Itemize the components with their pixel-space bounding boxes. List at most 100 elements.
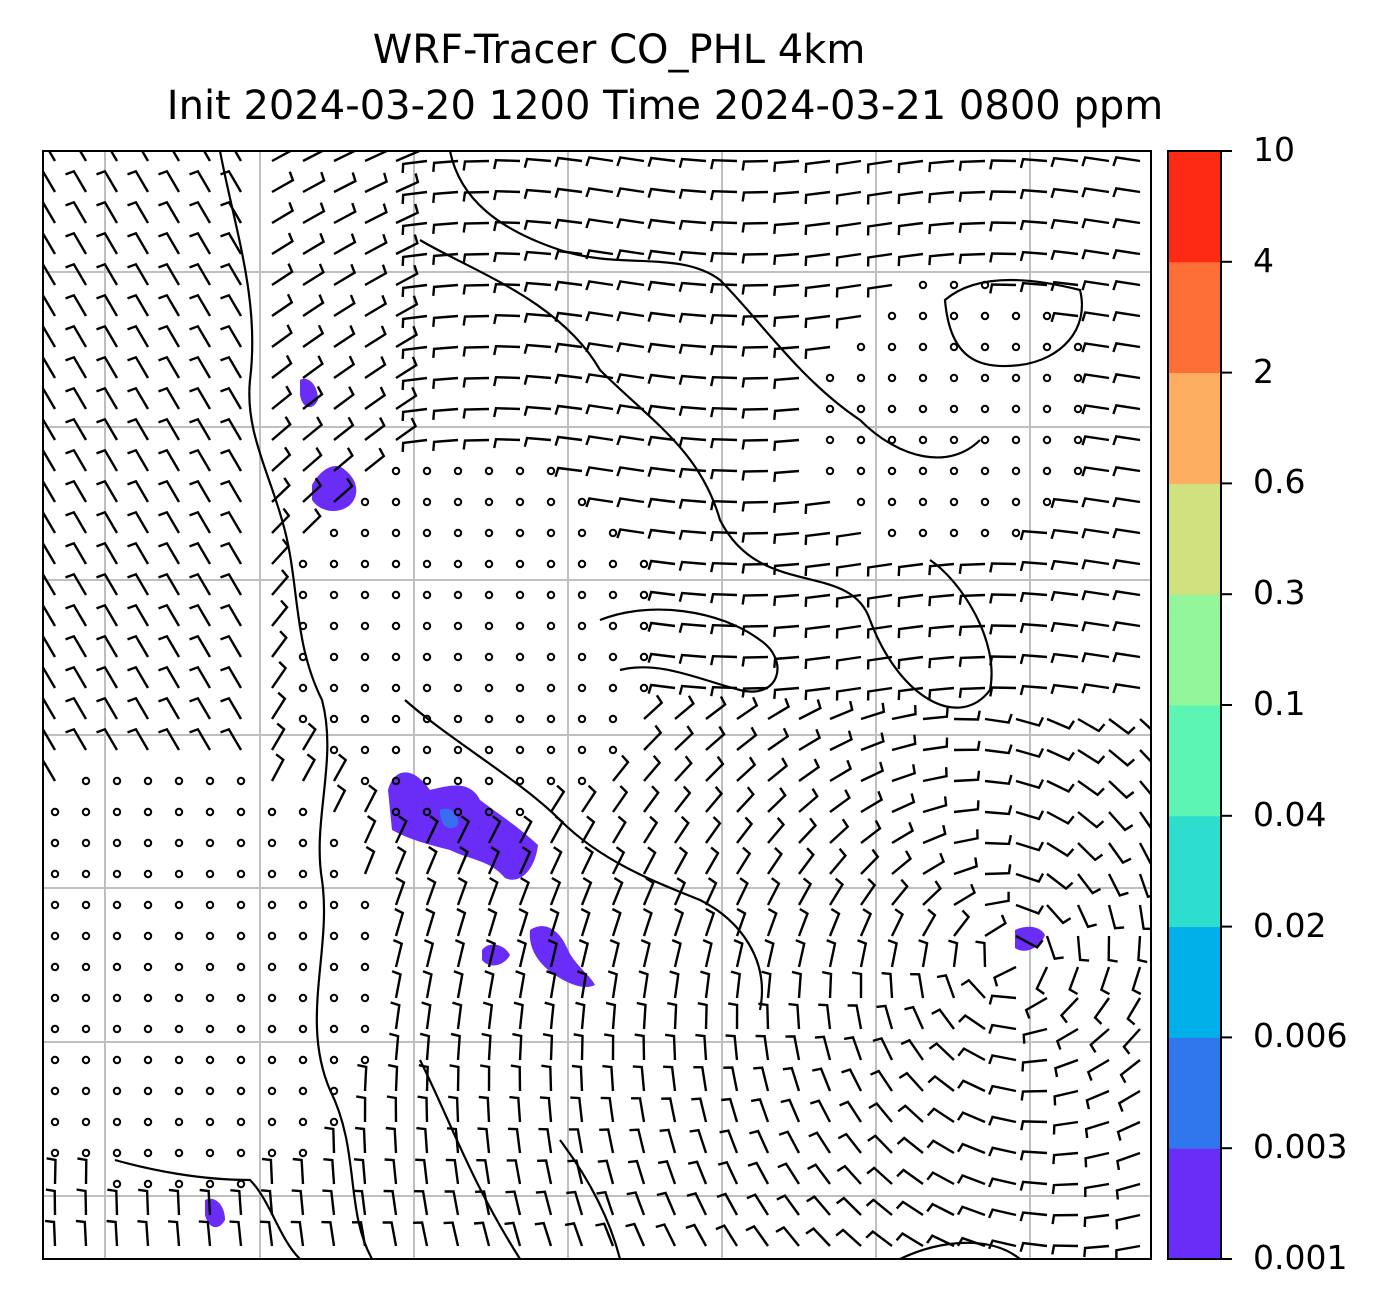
wind-barb [96, 479, 119, 503]
wind-barb [804, 562, 831, 576]
wind-barb [804, 252, 831, 266]
wind-barb [96, 448, 119, 472]
calm-wind-marker [515, 776, 525, 786]
wind-barb [710, 313, 738, 325]
calm-wind-marker [608, 745, 618, 755]
calm-wind-marker [267, 1055, 277, 1065]
wind-barb [271, 477, 291, 503]
wind-barb [1115, 1244, 1141, 1259]
wind-barb [1112, 342, 1141, 353]
wind-barb [710, 592, 738, 604]
wind-barb [866, 190, 893, 205]
wind-barb [1015, 872, 1045, 883]
wind-barb [671, 938, 682, 968]
wind-barb [549, 846, 563, 875]
wind-barb [1112, 528, 1141, 539]
wind-barb [462, 252, 490, 264]
calm-wind-marker [174, 1055, 184, 1065]
calm-wind-marker [329, 714, 339, 724]
wind-barb [984, 804, 1013, 816]
wind-barb [523, 281, 552, 293]
calm-wind-marker [267, 838, 277, 848]
wind-barb [741, 345, 769, 357]
wind-barb [1112, 466, 1141, 477]
wind-barb [804, 221, 831, 235]
wind-barb [354, 1126, 367, 1154]
wind-barb [302, 477, 323, 503]
wind-barb [1077, 780, 1105, 797]
wind-barb [534, 1221, 553, 1247]
wind-barb [518, 815, 533, 844]
wind-barb [462, 283, 490, 295]
wind-barb [301, 722, 317, 751]
wind-barb [656, 1191, 677, 1216]
wind-barb [773, 345, 800, 359]
wind-barb [1081, 311, 1110, 322]
calm-wind-marker [329, 1055, 339, 1065]
wind-barb [876, 1004, 894, 1030]
wind-barb [450, 1032, 461, 1061]
wind-barb [647, 404, 676, 415]
calm-wind-marker [856, 466, 866, 476]
calm-wind-marker [1011, 311, 1021, 321]
wind-barb [678, 250, 707, 262]
calm-wind-marker [50, 869, 60, 879]
wind-barb [189, 448, 212, 472]
wind-barb [957, 1047, 986, 1062]
calm-wind-marker [112, 1148, 122, 1158]
wind-barb [220, 293, 243, 317]
wind-barb [904, 1005, 925, 1030]
calm-wind-marker [949, 435, 959, 445]
wind-barb [609, 938, 620, 968]
wind-barb [603, 1033, 615, 1061]
wind-barb [65, 696, 88, 720]
wind-barb [764, 938, 775, 968]
wind-barb [931, 1008, 955, 1030]
wind-barb [921, 908, 937, 937]
wind-barb [554, 342, 583, 353]
calm-wind-marker [298, 931, 308, 941]
calm-wind-marker [515, 590, 525, 600]
wind-barb [865, 1230, 893, 1247]
calm-wind-marker [887, 342, 897, 352]
wind-barb [837, 1132, 862, 1154]
wind-barb [140, 151, 150, 162]
wind-barb [96, 696, 119, 720]
wind-barb [689, 1128, 708, 1154]
wind-barb [333, 355, 356, 379]
wind-barb [1015, 810, 1045, 821]
wind-barb [956, 1236, 986, 1248]
wind-barb [65, 231, 88, 255]
wind-barb [539, 1096, 553, 1123]
wind-barb [956, 1142, 986, 1155]
wind-barb [332, 784, 347, 813]
wind-barb [678, 374, 707, 386]
wind-barb [96, 231, 119, 255]
wind-barb [804, 686, 831, 700]
wind-barb [866, 686, 893, 701]
wind-barb [302, 324, 325, 348]
calm-wind-marker [329, 683, 339, 693]
wind-barb [432, 190, 459, 204]
wind-barb [493, 375, 521, 387]
wind-barb [357, 1063, 368, 1092]
wind-barb [523, 157, 552, 169]
wind-barb [890, 908, 905, 937]
wind-barb [922, 824, 947, 845]
calm-wind-marker [422, 497, 432, 507]
wind-barb [678, 188, 707, 200]
calm-wind-marker [1011, 373, 1021, 383]
wind-barb [554, 311, 583, 322]
wind-barb [674, 695, 695, 720]
wind-barb [462, 221, 490, 233]
wind-barb [418, 1064, 429, 1092]
wind-barb [271, 569, 290, 596]
wind-barb [987, 1177, 1017, 1188]
wind-barb [421, 1001, 432, 1030]
calm-wind-marker [887, 466, 897, 476]
wind-barb [1046, 748, 1075, 762]
wind-barb [891, 705, 917, 721]
wind-barb [382, 1221, 398, 1247]
wind-barb [570, 1096, 584, 1123]
wind-barb [773, 500, 800, 514]
